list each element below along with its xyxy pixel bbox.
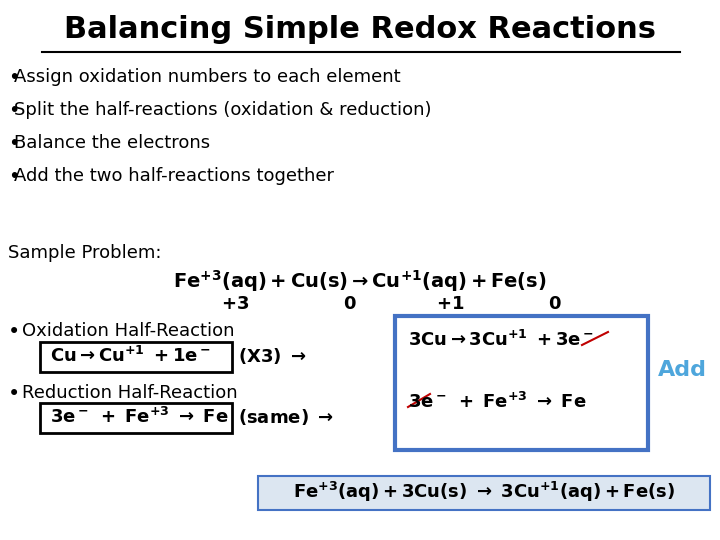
Text: Sample Problem:: Sample Problem: bbox=[8, 244, 161, 262]
Text: •: • bbox=[8, 68, 19, 87]
Text: $\mathbf{3e^-\ +\ Fe^{+3}\ \rightarrow\ Fe}$: $\mathbf{3e^-\ +\ Fe^{+3}\ \rightarrow\ … bbox=[408, 392, 587, 412]
Text: $\mathbf{(same)\ \rightarrow}$: $\mathbf{(same)\ \rightarrow}$ bbox=[238, 407, 334, 427]
Text: •: • bbox=[8, 134, 19, 153]
Text: $\mathbf{(X3)\ \rightarrow}$: $\mathbf{(X3)\ \rightarrow}$ bbox=[238, 346, 307, 366]
Text: •: • bbox=[8, 384, 20, 404]
Text: Balance the electrons: Balance the electrons bbox=[14, 134, 210, 152]
Text: Oxidation Half-Reaction: Oxidation Half-Reaction bbox=[22, 322, 235, 340]
Text: $\mathbf{+1}$: $\mathbf{+1}$ bbox=[436, 295, 464, 313]
Text: Reduction Half-Reaction: Reduction Half-Reaction bbox=[22, 384, 238, 402]
Text: Balancing Simple Redox Reactions: Balancing Simple Redox Reactions bbox=[64, 15, 656, 44]
FancyBboxPatch shape bbox=[40, 403, 232, 433]
Text: Assign oxidation numbers to each element: Assign oxidation numbers to each element bbox=[14, 68, 400, 86]
Text: $\mathbf{3Cu \rightarrow 3Cu^{+1}\ +3e^-}$: $\mathbf{3Cu \rightarrow 3Cu^{+1}\ +3e^-… bbox=[408, 330, 594, 350]
Text: $\mathbf{Fe^{+3}}$$\mathbf{(aq) + Cu(s) \rightarrow Cu^{+1}(aq) + Fe(s)}$: $\mathbf{Fe^{+3}}$$\mathbf{(aq) + Cu(s) … bbox=[173, 268, 547, 294]
FancyBboxPatch shape bbox=[258, 476, 710, 510]
FancyBboxPatch shape bbox=[40, 342, 232, 372]
Text: •: • bbox=[8, 167, 19, 186]
Text: $\mathbf{+3}$: $\mathbf{+3}$ bbox=[221, 295, 249, 313]
FancyBboxPatch shape bbox=[395, 316, 648, 450]
Text: $\mathbf{Cu \rightarrow Cu^{+1}\ +1e^-}$: $\mathbf{Cu \rightarrow Cu^{+1}\ +1e^-}$ bbox=[50, 346, 211, 366]
Text: Add the two half-reactions together: Add the two half-reactions together bbox=[14, 167, 334, 185]
Text: $\mathbf{3e^-\ +\ Fe^{+3}\ \rightarrow\ Fe}$: $\mathbf{3e^-\ +\ Fe^{+3}\ \rightarrow\ … bbox=[50, 407, 229, 427]
Text: •: • bbox=[8, 101, 19, 120]
Text: •: • bbox=[8, 322, 20, 342]
Text: Split the half-reactions (oxidation & reduction): Split the half-reactions (oxidation & re… bbox=[14, 101, 431, 119]
Text: $\mathbf{0}$: $\mathbf{0}$ bbox=[343, 295, 357, 313]
Text: $\mathbf{0}$: $\mathbf{0}$ bbox=[548, 295, 562, 313]
Text: $\mathbf{Fe^{+3}(aq) + 3Cu(s)\ \rightarrow\ 3Cu^{+1}(aq) + Fe(s)}$: $\mathbf{Fe^{+3}(aq) + 3Cu(s)\ \rightarr… bbox=[293, 480, 675, 504]
Text: Add: Add bbox=[658, 360, 707, 380]
